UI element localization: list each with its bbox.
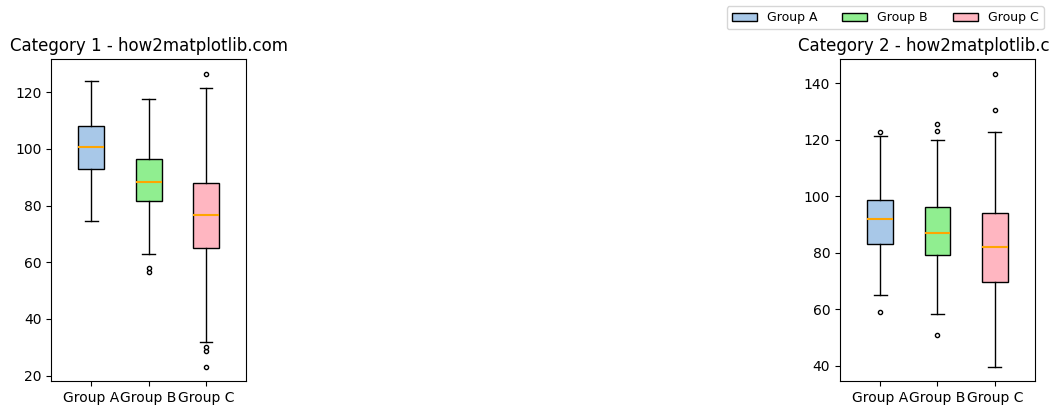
Title: Category 1 - how2matplotlib.com: Category 1 - how2matplotlib.com [9,37,288,55]
PathPatch shape [925,207,950,255]
PathPatch shape [135,159,162,201]
Title: Category 2 - how2matplotlib.com: Category 2 - how2matplotlib.com [798,37,1050,55]
PathPatch shape [193,184,219,248]
PathPatch shape [867,200,892,244]
PathPatch shape [79,126,104,169]
Legend: Group A, Group B, Group C: Group A, Group B, Group C [727,6,1044,29]
PathPatch shape [982,213,1008,282]
